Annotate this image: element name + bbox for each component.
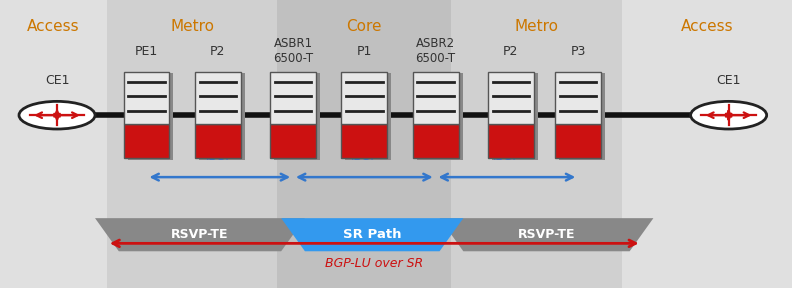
Text: P1: P1 (356, 45, 372, 58)
Text: Metro: Metro (515, 19, 558, 34)
Bar (0, 0, 107, 288)
Bar (270, 124, 316, 158)
Bar (488, 72, 534, 124)
Text: Core: Core (347, 19, 382, 34)
Bar (451, 0, 622, 288)
Text: BGP-LU over SR: BGP-LU over SR (326, 257, 423, 270)
Text: Metro: Metro (170, 19, 214, 34)
Bar (555, 72, 601, 124)
Text: P3: P3 (570, 45, 586, 58)
Text: SR Path: SR Path (343, 228, 402, 241)
Bar (622, 0, 792, 288)
Text: 6500-T: 6500-T (416, 52, 455, 65)
Text: ASBR1: ASBR1 (273, 37, 313, 50)
Text: 6500-T: 6500-T (273, 52, 313, 65)
Bar (124, 124, 169, 158)
Bar (195, 72, 241, 124)
Bar (488, 124, 534, 158)
Text: P2: P2 (210, 45, 226, 58)
Text: P2: P2 (503, 45, 519, 58)
Bar (492, 73, 538, 160)
Polygon shape (440, 218, 653, 251)
Text: RSVP-TE: RSVP-TE (171, 228, 229, 241)
Text: iBGP: iBGP (493, 150, 520, 163)
Text: CE1: CE1 (717, 74, 741, 87)
Bar (555, 124, 601, 158)
Bar (270, 72, 316, 124)
Bar (413, 72, 459, 124)
Bar (345, 73, 391, 160)
Bar (124, 72, 169, 124)
Circle shape (691, 101, 767, 129)
Text: iBGP: iBGP (206, 150, 234, 163)
Polygon shape (281, 218, 463, 251)
Text: Access: Access (27, 19, 80, 34)
Bar (341, 72, 387, 124)
Circle shape (19, 101, 95, 129)
Text: CE1: CE1 (45, 74, 69, 87)
Bar (274, 73, 320, 160)
Bar (128, 73, 173, 160)
Text: RSVP-TE: RSVP-TE (518, 228, 575, 241)
Bar (277, 0, 451, 288)
Text: PE1: PE1 (135, 45, 158, 58)
Bar (413, 124, 459, 158)
Polygon shape (95, 218, 305, 251)
Bar (107, 0, 277, 288)
Bar (559, 73, 605, 160)
Text: Access: Access (680, 19, 733, 34)
Bar (199, 73, 245, 160)
Text: iBGP: iBGP (351, 150, 378, 163)
Bar (195, 124, 241, 158)
Bar (341, 124, 387, 158)
Text: ASBR2: ASBR2 (416, 37, 455, 50)
Bar (417, 73, 463, 160)
